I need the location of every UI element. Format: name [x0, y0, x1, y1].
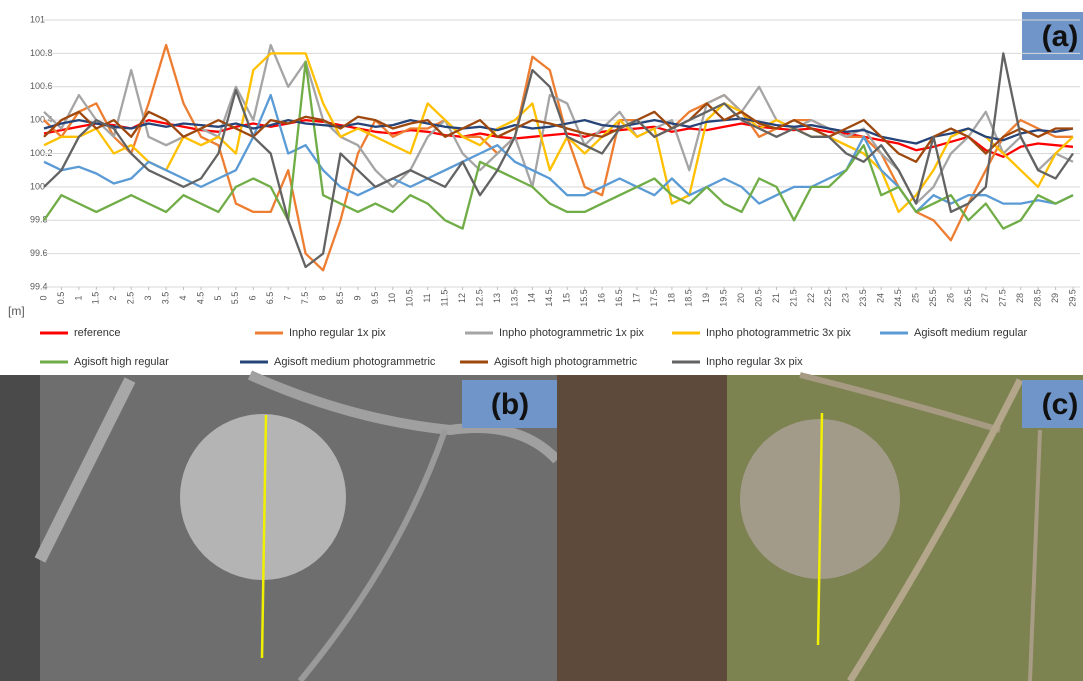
- x-tick-label: 22: [806, 293, 816, 303]
- legend-label: Agisoft high regular: [74, 356, 169, 368]
- y-tick-label: 100.6: [30, 81, 53, 91]
- x-tick-label: 13.5: [509, 289, 519, 307]
- x-tick-label: 1: [73, 295, 83, 300]
- x-tick-label: 29: [1050, 293, 1060, 303]
- y-tick-label: 100.8: [30, 48, 53, 58]
- x-tick-label: 26: [945, 293, 955, 303]
- legend-label: Inpho regular 3x pix: [706, 356, 803, 368]
- legend-label: Inpho photogrammetric 3x pix: [706, 327, 851, 339]
- legend-label: Inpho regular 1x pix: [289, 327, 386, 339]
- x-tick-label: 22.5: [823, 289, 833, 307]
- legend-label: Agisoft medium photogrammetric: [274, 356, 436, 368]
- x-tick-label: 29.5: [1067, 289, 1077, 307]
- x-tick-label: 19.5: [719, 289, 729, 307]
- y-tick-label: 101: [30, 14, 45, 24]
- x-tick-label: 9: [352, 295, 362, 300]
- x-tick-label: 9.5: [370, 292, 380, 305]
- x-tick-label: 1.5: [91, 292, 101, 305]
- figure: (b) (c) (a) [m] 99.499.699.8100100.2100.…: [0, 0, 1083, 681]
- legend-label: Agisoft high photogrammetric: [494, 356, 638, 368]
- x-tick-label: 2: [108, 295, 118, 300]
- x-tick-label: 12.5: [474, 289, 484, 307]
- photo-b: (b): [0, 375, 557, 681]
- y-axis-label: [m]: [8, 304, 25, 318]
- x-tick-label: 5.5: [230, 292, 240, 305]
- x-tick-label: 23: [841, 293, 851, 303]
- legend-label: Agisoft medium regular: [914, 327, 1027, 339]
- x-tick-label: 14: [527, 293, 537, 303]
- x-tick-label: 8: [317, 295, 327, 300]
- x-tick-label: 17.5: [649, 289, 659, 307]
- y-tick-label: 99.4: [30, 281, 48, 291]
- panel-label: (b): [491, 388, 529, 421]
- x-tick-label: 5: [213, 295, 223, 300]
- photo-c: (c): [557, 375, 1083, 681]
- x-tick-label: 16: [596, 293, 606, 303]
- x-tick-label: 19: [701, 293, 711, 303]
- x-tick-label: 3.5: [160, 292, 170, 305]
- x-tick-label: 6.5: [265, 292, 275, 305]
- x-tick-label: 3: [143, 295, 153, 300]
- x-tick-label: 10: [387, 293, 397, 303]
- y-tick-label: 99.6: [30, 248, 48, 258]
- x-tick-label: 8.5: [335, 292, 345, 305]
- x-tick-label: 4.5: [195, 292, 205, 305]
- y-tick-label: 100: [30, 181, 45, 191]
- x-tick-label: 11.5: [440, 290, 450, 307]
- x-tick-label: 25: [910, 293, 920, 303]
- x-tick-label: 21.5: [788, 289, 798, 307]
- x-tick-label: 20: [736, 293, 746, 303]
- x-tick-label: 28.5: [1033, 289, 1043, 307]
- x-tick-label: 27: [980, 293, 990, 303]
- x-tick-label: 11: [422, 293, 432, 302]
- y-tick-label: 100.2: [30, 148, 53, 158]
- x-tick-label: 7: [283, 295, 293, 300]
- x-tick-label: 28: [1015, 293, 1025, 303]
- x-tick-label: 7.5: [300, 292, 310, 305]
- x-tick-label: 12: [457, 293, 467, 303]
- x-tick-label: 23.5: [858, 289, 868, 307]
- x-tick-label: 15: [562, 293, 572, 303]
- legend-label: reference: [74, 327, 120, 339]
- x-tick-label: 15.5: [579, 289, 589, 307]
- x-tick-label: 24.5: [893, 289, 903, 307]
- x-tick-label: 2.5: [126, 292, 136, 305]
- x-tick-label: 0.5: [56, 292, 66, 305]
- legend-label: Inpho photogrammetric 1x pix: [499, 327, 644, 339]
- x-tick-label: 18: [666, 293, 676, 303]
- x-tick-label: 27.5: [998, 289, 1008, 307]
- x-tick-label: 21: [771, 293, 781, 303]
- x-tick-label: 20.5: [753, 289, 763, 307]
- x-tick-label: 14.5: [544, 289, 554, 307]
- x-tick-label: 0: [38, 295, 48, 300]
- x-tick-label: 26.5: [963, 289, 973, 307]
- x-tick-label: 24: [876, 293, 886, 303]
- x-tick-label: 17: [631, 293, 641, 303]
- x-tick-label: 18.5: [684, 289, 694, 307]
- x-tick-label: 16.5: [614, 289, 624, 307]
- x-tick-label: 6: [248, 295, 258, 300]
- x-tick-label: 25.5: [928, 289, 938, 307]
- panel-label: (a): [1042, 20, 1079, 53]
- x-tick-label: 13: [492, 293, 502, 303]
- x-tick-label: 10.5: [405, 289, 415, 307]
- panel-label: (c): [1042, 388, 1079, 421]
- x-tick-label: 4: [178, 295, 188, 300]
